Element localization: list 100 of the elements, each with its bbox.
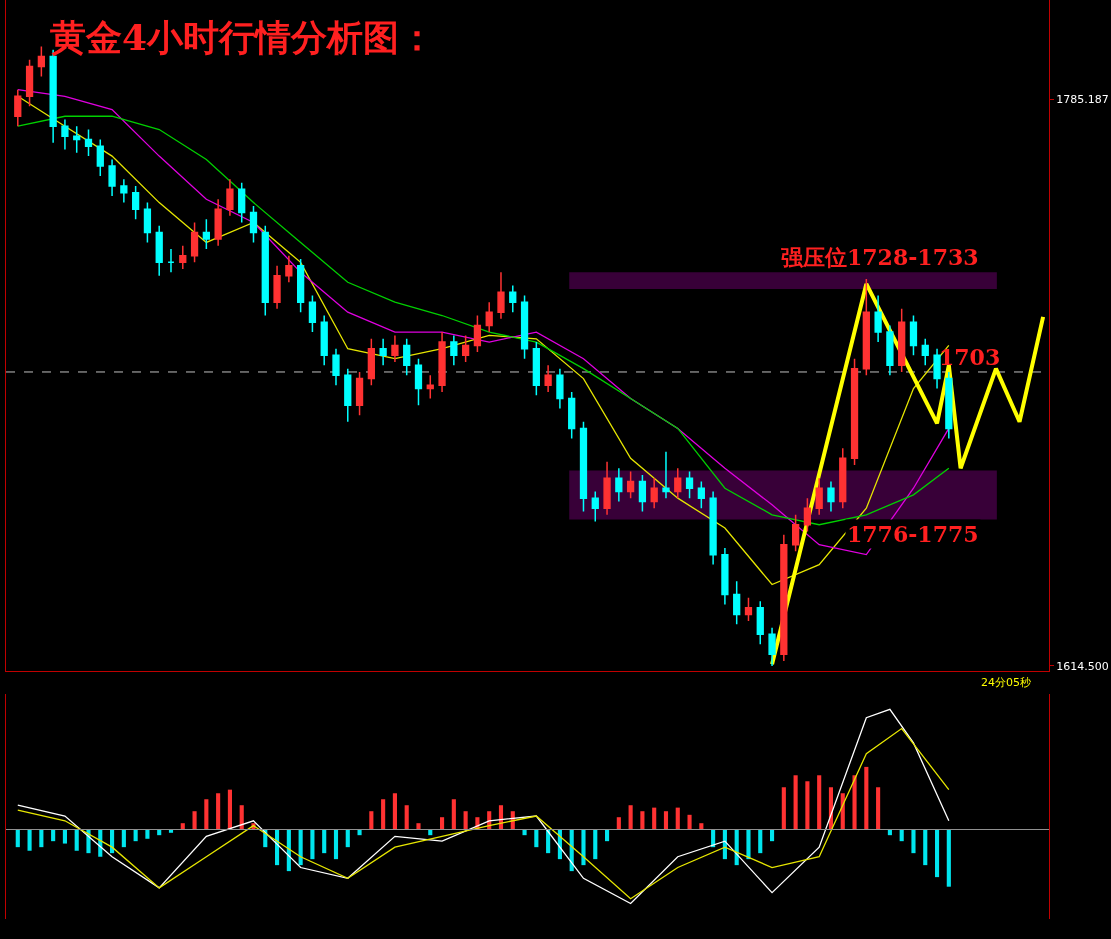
bar: [192, 811, 197, 830]
candlestick: [249, 205, 258, 244]
candlestick: [332, 347, 340, 386]
candlestick: [167, 248, 175, 274]
candlestick: [909, 314, 918, 357]
candlestick: [874, 294, 882, 343]
bar: [416, 823, 421, 830]
candlestick: [450, 334, 458, 367]
bar: [758, 829, 763, 854]
candlestick: [73, 125, 81, 154]
bar: [404, 805, 409, 830]
candlestick: [155, 225, 163, 277]
bar: [298, 829, 303, 866]
candlestick: [414, 357, 423, 406]
candlestick: [827, 480, 835, 513]
bar: [864, 766, 869, 830]
candlestick: [438, 331, 446, 393]
bar: [322, 829, 327, 854]
bar: [369, 811, 374, 830]
candlestick: [14, 88, 22, 127]
bar: [27, 829, 32, 851]
bar: [934, 829, 940, 878]
y-tick-label: 1785.187: [1056, 92, 1109, 106]
candlestick: [556, 367, 564, 410]
bar: [133, 829, 138, 842]
candlestick: [709, 490, 717, 566]
candlestick: [25, 59, 34, 108]
candlestick: [898, 308, 906, 373]
candlestick: [120, 178, 128, 204]
bar: [675, 807, 680, 830]
bar: [451, 799, 456, 830]
bar: [616, 817, 621, 830]
candlestick: [485, 301, 493, 333]
bar: [51, 829, 56, 842]
bar: [239, 805, 244, 830]
bar: [687, 814, 692, 830]
bar: [923, 829, 928, 866]
bar: [463, 811, 468, 830]
candlestick: [626, 470, 635, 499]
bar: [381, 799, 386, 830]
candlestick: [426, 374, 434, 400]
bar: [604, 829, 610, 842]
candlestick: [379, 338, 387, 367]
candlestick: [473, 314, 482, 353]
bar: [62, 829, 67, 844]
bar: [652, 807, 657, 830]
y-tick-label: 1614.500: [1056, 659, 1109, 673]
bar: [805, 781, 810, 830]
candlestick: [780, 533, 788, 662]
candlestick: [96, 138, 104, 177]
candlestick: [143, 201, 152, 244]
text: 24分05秒: [981, 676, 1031, 689]
bar: [781, 787, 786, 830]
candlestick: [638, 474, 647, 513]
candlestick: [544, 364, 552, 393]
candlestick: [320, 314, 328, 367]
candlestick: [355, 371, 364, 416]
candlestick: [297, 258, 305, 313]
candlestick: [803, 497, 812, 533]
candlestick: [532, 341, 540, 396]
candlestick: [179, 245, 187, 270]
candlestick: [108, 158, 116, 197]
bar: [145, 829, 150, 839]
bar: [663, 811, 669, 830]
bar: [699, 823, 704, 830]
bar: [392, 793, 397, 830]
candlestick: [497, 271, 505, 320]
candlestick: [921, 338, 929, 367]
candlestick: [568, 391, 576, 440]
candlestick: [768, 626, 776, 667]
bar: [640, 811, 645, 830]
candlestick: [190, 221, 199, 264]
candlestick: [273, 264, 281, 310]
ref-line-label: 1703: [939, 344, 1001, 370]
candlestick: [132, 185, 140, 220]
candlestick: [84, 128, 93, 157]
text: 黄金4小时行情分析图：: [50, 16, 436, 58]
bar: [227, 789, 232, 830]
candlestick: [933, 347, 941, 390]
candlestick: [674, 467, 682, 499]
candlestick: [61, 118, 69, 151]
candlestick: [285, 254, 293, 284]
bar: [899, 829, 904, 842]
bar: [522, 829, 527, 836]
bar: [852, 775, 857, 830]
bar: [204, 799, 209, 830]
bar: [817, 775, 822, 830]
candlestick: [721, 547, 729, 606]
bar: [593, 829, 598, 860]
bar: [946, 829, 951, 887]
bar: [439, 817, 445, 830]
candlestick: [261, 225, 269, 317]
candlestick: [697, 480, 705, 509]
candlestick: [238, 181, 246, 224]
candlestick: [603, 460, 611, 516]
candlestick: [226, 178, 234, 217]
bar: [793, 775, 798, 830]
bar: [769, 829, 775, 842]
candlestick: [756, 600, 764, 646]
bar: [310, 829, 315, 860]
